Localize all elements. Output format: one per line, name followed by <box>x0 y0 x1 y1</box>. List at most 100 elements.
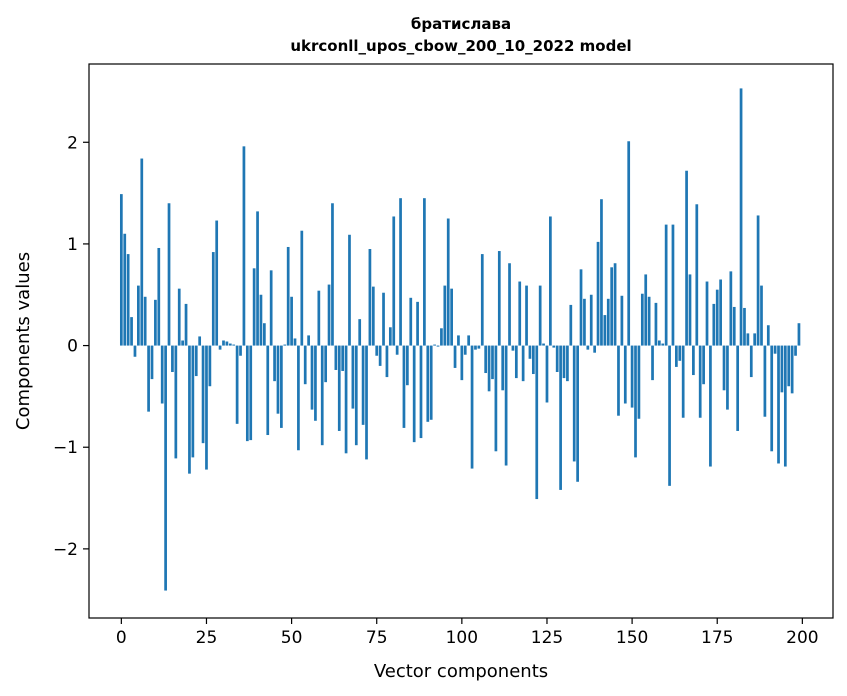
bar-158 <box>657 340 661 346</box>
x-tick-label: 0 <box>116 628 127 648</box>
bars-group <box>119 88 801 591</box>
bar-58 <box>317 290 321 346</box>
bar-172 <box>705 281 709 346</box>
bar-131 <box>566 345 569 382</box>
bar-120 <box>528 345 532 359</box>
bar-21 <box>191 345 195 458</box>
bar-161 <box>668 345 671 486</box>
bar-178 <box>726 345 729 410</box>
bar-118 <box>521 345 525 382</box>
bar-91 <box>429 345 433 420</box>
bar-30 <box>222 340 225 346</box>
bar-59 <box>320 345 324 446</box>
bar-134 <box>576 345 579 482</box>
bar-68 <box>351 345 355 409</box>
bar-198 <box>794 345 797 356</box>
bar-82 <box>399 198 402 346</box>
bar-86 <box>412 345 416 443</box>
bar-80 <box>392 216 396 346</box>
bar-111 <box>497 251 501 346</box>
bar-75 <box>375 345 379 356</box>
bar-166 <box>685 170 688 346</box>
bar-177 <box>722 345 726 391</box>
bar-15 <box>171 345 174 372</box>
bar-191 <box>770 345 774 452</box>
bar-185 <box>749 345 753 378</box>
bar-37 <box>245 345 249 442</box>
bar-24 <box>201 345 205 444</box>
bar-154 <box>644 274 648 346</box>
bar-28 <box>215 220 219 346</box>
bar-140 <box>596 241 600 346</box>
bar-14 <box>167 203 171 346</box>
bar-5 <box>137 285 140 346</box>
chart-subtitle: ukrconll_upos_cbow_200_10_2022 model <box>290 37 631 55</box>
bar-109 <box>491 345 494 380</box>
bar-35 <box>239 345 242 356</box>
bar-170 <box>698 345 702 418</box>
bar-22 <box>194 345 198 377</box>
bar-47 <box>280 345 283 428</box>
bar-183 <box>743 307 746 346</box>
bar-196 <box>787 345 791 387</box>
bar-115 <box>511 345 515 351</box>
bar-87 <box>416 301 419 346</box>
bar-143 <box>606 298 610 346</box>
bar-10 <box>154 299 157 346</box>
bar-26 <box>208 345 212 387</box>
bar-95 <box>443 285 447 346</box>
bar-155 <box>647 296 651 346</box>
bar-73 <box>368 249 372 346</box>
bar-9 <box>150 345 154 380</box>
bar-110 <box>494 345 498 452</box>
bar-150 <box>630 345 634 408</box>
bar-123 <box>538 285 542 346</box>
bar-46 <box>276 345 280 414</box>
y-tick-label: 1 <box>67 235 78 255</box>
bar-93 <box>436 345 440 347</box>
bar-171 <box>702 345 705 385</box>
bar-116 <box>514 345 518 379</box>
bar-27 <box>211 252 215 346</box>
bar-52 <box>297 345 300 451</box>
bar-156 <box>651 345 654 381</box>
y-tick-label: −2 <box>53 540 78 560</box>
bar-98 <box>453 345 457 368</box>
bar-137 <box>586 345 590 350</box>
bar-129 <box>559 345 562 490</box>
bar-88 <box>419 345 423 439</box>
x-tick-label: 100 <box>446 628 478 648</box>
bar-53 <box>300 230 304 346</box>
bar-163 <box>675 345 678 367</box>
x-axis-label: Vector components <box>374 661 548 682</box>
bar-130 <box>562 345 566 379</box>
bar-83 <box>402 345 406 428</box>
bar-186 <box>753 333 757 346</box>
bar-96 <box>446 218 450 346</box>
bar-44 <box>269 270 273 346</box>
bar-108 <box>487 345 491 392</box>
bar-103 <box>470 345 474 469</box>
bar-34 <box>235 345 239 424</box>
bar-40 <box>256 211 259 346</box>
bar-78 <box>385 345 389 378</box>
bar-144 <box>610 267 614 346</box>
bar-3 <box>130 317 133 346</box>
bar-132 <box>569 304 573 346</box>
bar-79 <box>388 327 392 346</box>
bar-153 <box>640 293 644 346</box>
bar-173 <box>709 345 712 467</box>
bar-4 <box>133 345 137 357</box>
bar-159 <box>661 343 665 346</box>
bar-197 <box>790 345 794 394</box>
bar-11 <box>157 247 161 346</box>
bar-81 <box>395 345 399 355</box>
bar-23 <box>198 336 202 346</box>
bar-167 <box>688 274 692 346</box>
bar-71 <box>361 345 365 425</box>
bar-17 <box>177 288 181 346</box>
bar-0 <box>119 194 123 346</box>
bar-13 <box>164 345 167 591</box>
